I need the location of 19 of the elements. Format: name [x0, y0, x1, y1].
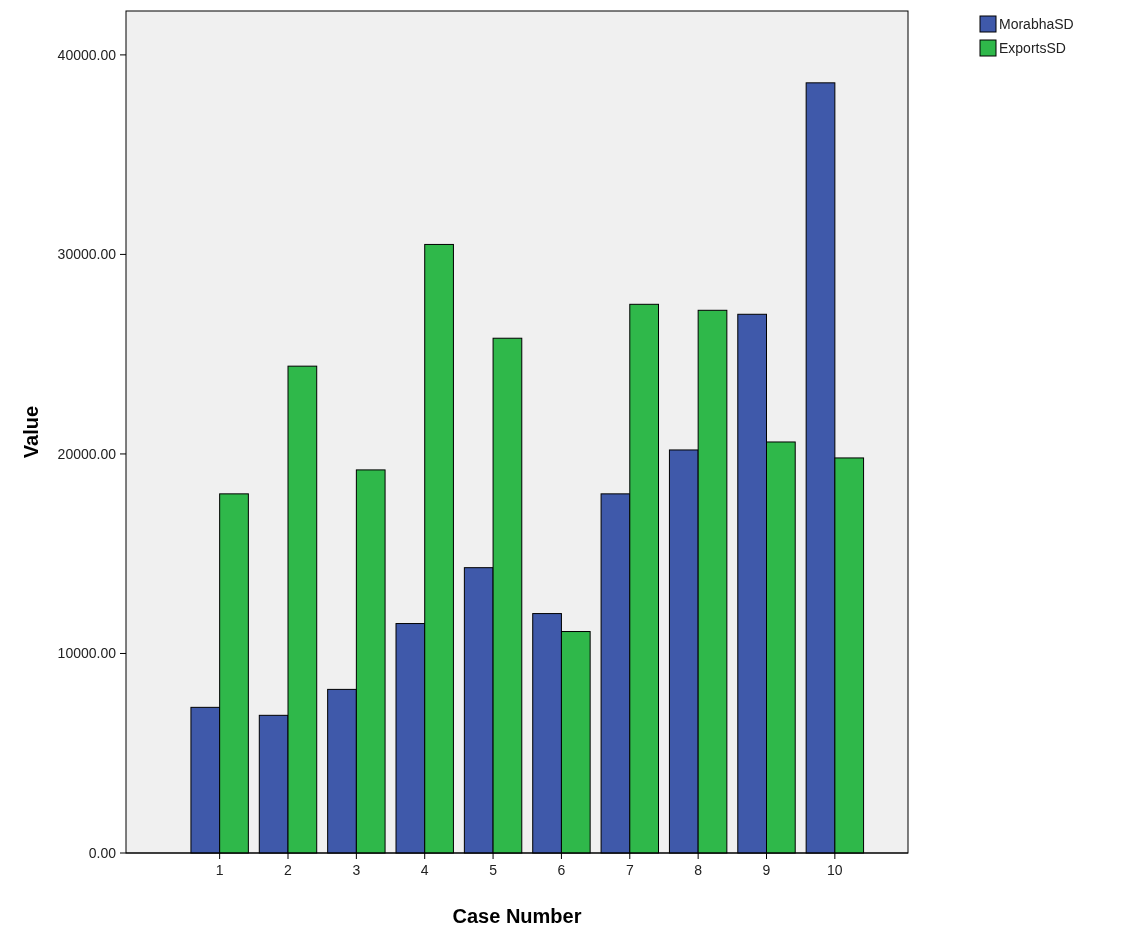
- x-tick-label: 6: [557, 862, 566, 878]
- x-tick-label: 5: [489, 862, 498, 878]
- y-axis-title: Value: [20, 405, 42, 459]
- x-tick-label: 4: [420, 862, 429, 878]
- y-tick-label: 20000.00: [57, 445, 117, 462]
- x-tick-label: 2: [284, 862, 293, 878]
- x-tick-label: 10: [827, 862, 843, 878]
- y-tick-label: 30000.00: [57, 246, 117, 263]
- x-tick-label: 9: [762, 862, 771, 878]
- y-tick-label: 40000.00: [57, 46, 117, 63]
- x-axis-title: Case Number: [452, 905, 582, 927]
- legend-label: MorabhaSD: [999, 15, 1074, 32]
- x-tick-label: 8: [694, 862, 703, 878]
- x-tick-label: 1: [215, 862, 224, 878]
- y-tick-label: 10000.00: [57, 645, 117, 662]
- legend-label: ExportsSD: [999, 39, 1066, 56]
- x-tick-label: 3: [352, 862, 361, 878]
- x-tick-label: 7: [625, 862, 634, 878]
- y-tick-label: 0.00: [88, 844, 117, 861]
